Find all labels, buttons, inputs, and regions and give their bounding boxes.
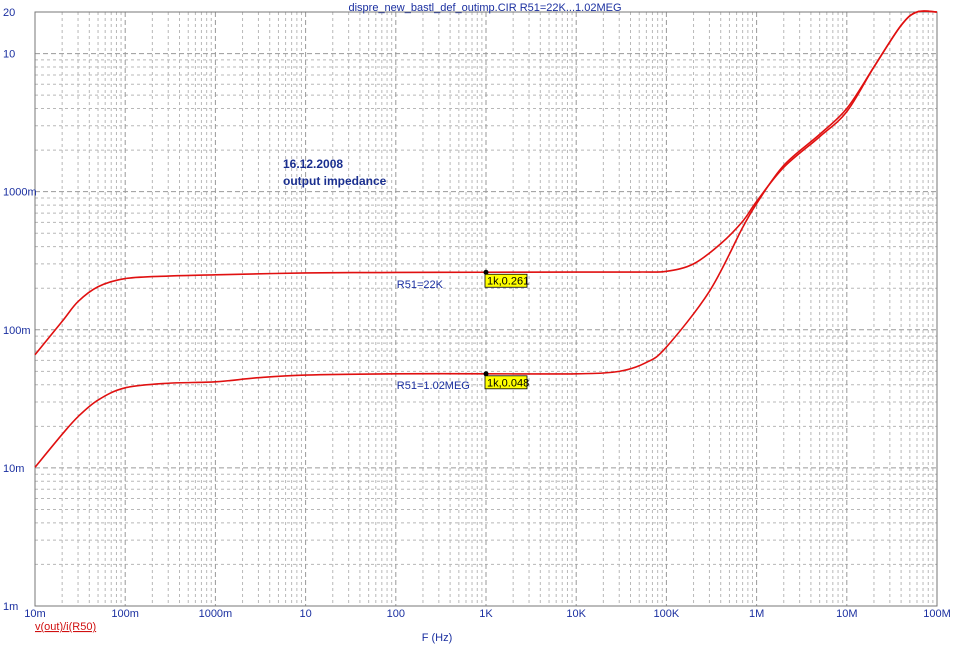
x-tick-label: 10K xyxy=(566,608,586,620)
x-tick-label: 1K xyxy=(479,608,493,620)
x-tick-label: 1000m xyxy=(199,608,233,620)
chart-title: dispre_new_bastl_def_outimp.CIR R51=22K.… xyxy=(348,2,621,14)
marker-layer: 1k,0.261 1k,0.048 xyxy=(483,269,529,390)
y-axis-label: v(out)/i(R50) xyxy=(35,621,96,633)
y-tick-label: 100m xyxy=(3,325,31,337)
x-tick-label: 100 xyxy=(387,608,405,620)
plot-frame xyxy=(34,11,938,607)
x-tick-label: 10m xyxy=(24,608,45,620)
marker-point xyxy=(483,269,489,275)
label-layer: 10m 100m 1000m 10 100 1K 10K 100K 1M 10M 100M 20 10 1… xyxy=(3,7,951,620)
x-tick-label: 10M xyxy=(836,608,857,620)
marker-label: 1k,0.048 xyxy=(487,377,529,389)
y-tick-label: 20 xyxy=(3,7,15,19)
marker-point xyxy=(483,371,489,377)
x-axis-label: F (Hz) xyxy=(422,632,453,644)
y-tick-label: 10m xyxy=(3,463,24,475)
y-tick-label: 1m xyxy=(3,601,18,613)
x-tick-label: 100m xyxy=(111,608,139,620)
marker-box xyxy=(484,375,528,390)
y-tick-label: 1000m xyxy=(3,187,37,199)
curve-label: R51=1.02MEG xyxy=(397,380,470,392)
x-tick-label: 100M xyxy=(923,608,951,620)
x-tick-label: 100K xyxy=(654,608,680,620)
marker-box xyxy=(484,273,528,288)
marker-label: 1k,0.261 xyxy=(487,276,529,288)
series-layer xyxy=(34,10,938,468)
x-tick-label: 10 xyxy=(299,608,311,620)
annotation-caption: output impedance xyxy=(283,174,387,188)
series-line-r51-1-02meg xyxy=(34,10,938,468)
series-line-r51-22k xyxy=(34,10,938,356)
y-tick-label: 10 xyxy=(3,49,15,61)
x-tick-label: 1M xyxy=(749,608,764,620)
curve-label: R51=22K xyxy=(397,279,444,291)
annotation-date: 16.12.2008 xyxy=(283,157,343,171)
